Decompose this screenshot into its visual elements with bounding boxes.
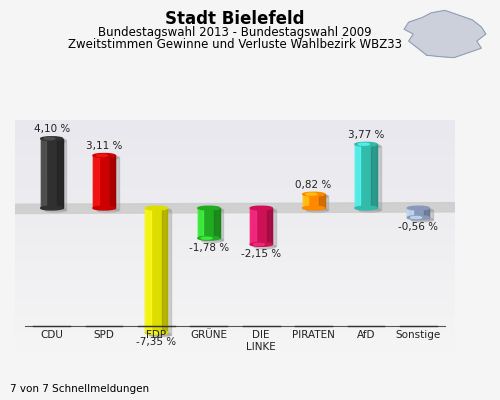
Text: 0,82 %: 0,82 % [296,180,332,190]
Ellipse shape [149,208,171,212]
Bar [202,210,224,240]
Bar [424,208,430,218]
Text: Stadt Bielefeld: Stadt Bielefeld [165,10,305,28]
Bar [358,146,380,210]
Ellipse shape [254,244,276,249]
Bar [355,144,377,208]
Ellipse shape [44,138,66,143]
Text: 3,77 %: 3,77 % [348,130,384,140]
Ellipse shape [306,193,317,195]
Bar [355,144,360,208]
Ellipse shape [40,206,62,210]
Bar [198,208,220,238]
Text: Zweitstimmen Gewinne und Verluste Wahlbezirk WBZ33: Zweitstimmen Gewinne und Verluste Wahlbe… [68,38,402,51]
Text: GRÜNE: GRÜNE [190,330,228,340]
Ellipse shape [96,208,118,212]
Bar [214,208,220,238]
Ellipse shape [250,206,272,210]
Text: 3,11 %: 3,11 % [86,141,122,151]
Ellipse shape [411,217,433,222]
Bar [372,144,377,208]
Ellipse shape [201,237,212,239]
Ellipse shape [408,216,430,220]
Text: DIE
LINKE: DIE LINKE [246,330,276,352]
Ellipse shape [93,154,115,157]
Ellipse shape [302,206,324,210]
Text: 4,10 %: 4,10 % [34,124,70,134]
Bar [306,196,328,210]
Ellipse shape [146,206,168,210]
Bar [93,155,98,208]
Polygon shape [10,202,460,214]
Bar [411,210,433,220]
Text: AfD: AfD [356,330,375,340]
Text: Bundestagswahl 2013 - Bundestagswahl 2009: Bundestagswahl 2013 - Bundestagswahl 200… [98,26,372,39]
Bar [93,155,115,208]
Bar [40,139,46,208]
Text: FDP: FDP [146,330,167,340]
Bar [302,194,308,208]
Ellipse shape [250,243,272,246]
Bar [408,208,430,218]
Ellipse shape [198,206,220,210]
Ellipse shape [96,155,118,160]
Ellipse shape [358,144,380,148]
Bar [254,210,276,246]
Ellipse shape [302,192,324,196]
Ellipse shape [306,208,328,212]
Ellipse shape [408,206,430,210]
Bar [40,139,62,208]
Ellipse shape [358,208,380,212]
Ellipse shape [44,208,66,212]
Bar [302,194,324,208]
Bar [266,208,272,244]
Ellipse shape [355,142,377,146]
Ellipse shape [149,332,171,337]
Bar [408,208,413,218]
Ellipse shape [96,154,108,156]
Bar [250,208,256,244]
Ellipse shape [93,206,115,210]
Ellipse shape [306,194,328,198]
Ellipse shape [202,238,224,242]
Bar [110,155,115,208]
Bar [57,139,62,208]
Text: 7 von 7 Schnellmeldungen: 7 von 7 Schnellmeldungen [10,384,149,394]
Text: PIRATEN: PIRATEN [292,330,335,340]
Ellipse shape [254,243,264,246]
Ellipse shape [198,236,220,240]
Ellipse shape [358,143,370,145]
Ellipse shape [44,138,55,140]
Text: CDU: CDU [40,330,63,340]
Ellipse shape [148,332,160,334]
Bar [96,158,118,210]
Ellipse shape [410,216,422,219]
Text: SPD: SPD [94,330,114,340]
Bar [162,208,168,332]
Ellipse shape [411,208,433,212]
Bar [146,208,168,332]
Ellipse shape [202,208,224,212]
Bar [250,208,272,244]
Ellipse shape [40,137,62,140]
Ellipse shape [254,208,276,212]
Text: Sonstige: Sonstige [396,330,441,340]
Text: -7,35 %: -7,35 % [136,337,176,347]
Polygon shape [404,10,486,58]
Text: -0,56 %: -0,56 % [398,222,438,232]
Bar [319,194,324,208]
Bar [44,141,66,210]
Text: -1,78 %: -1,78 % [188,243,229,253]
Ellipse shape [146,331,168,334]
Bar [198,208,203,238]
Bar [149,210,171,334]
Bar [146,208,151,332]
Text: -2,15 %: -2,15 % [241,249,282,259]
Ellipse shape [355,206,377,210]
